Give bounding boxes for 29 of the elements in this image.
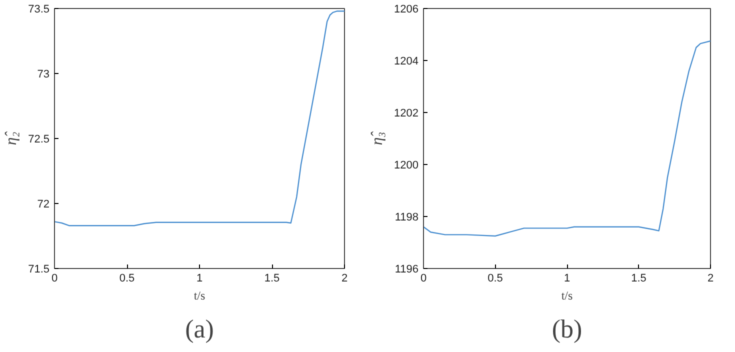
- x-tick-label: 1: [196, 272, 203, 284]
- y-tick-label: 1202: [394, 108, 419, 120]
- y-tick-label: 73.5: [28, 4, 50, 16]
- x-tick-label: 1.5: [264, 272, 280, 284]
- x-axis-title: t/s: [194, 288, 206, 302]
- y-tick-label: 1204: [394, 56, 419, 68]
- x-tick-label: 0: [420, 272, 427, 284]
- y-tick-label: 73: [37, 68, 50, 80]
- line-series: [424, 40, 710, 237]
- line-series: [54, 10, 344, 226]
- x-tick-label: 0.5: [119, 272, 135, 284]
- y-tick-label: 72.5: [28, 134, 50, 146]
- x-tick-label: 0: [51, 272, 58, 284]
- x-tick-label: 0.5: [488, 272, 503, 284]
- y-tick-label: 72: [37, 198, 50, 210]
- y-axis-title: η̂₃: [369, 131, 386, 146]
- text: (b): [552, 314, 582, 344]
- x-axis-title: t/s: [561, 288, 573, 302]
- x-tick-label: 1: [564, 272, 570, 284]
- y-tick-label: 1198: [394, 212, 418, 224]
- y-axis-title: η̂₂: [3, 131, 20, 146]
- y-tick-label: 1206: [394, 4, 419, 16]
- y-tick-label: 1196: [394, 264, 418, 276]
- x-tick-label: 1.5: [631, 272, 646, 284]
- x-tick-label: 2: [707, 272, 714, 284]
- y-tick-label: 1200: [394, 160, 419, 172]
- y-tick-label: 71.5: [28, 264, 50, 276]
- text: (a): [185, 314, 214, 344]
- x-tick-label: 2: [341, 272, 348, 284]
